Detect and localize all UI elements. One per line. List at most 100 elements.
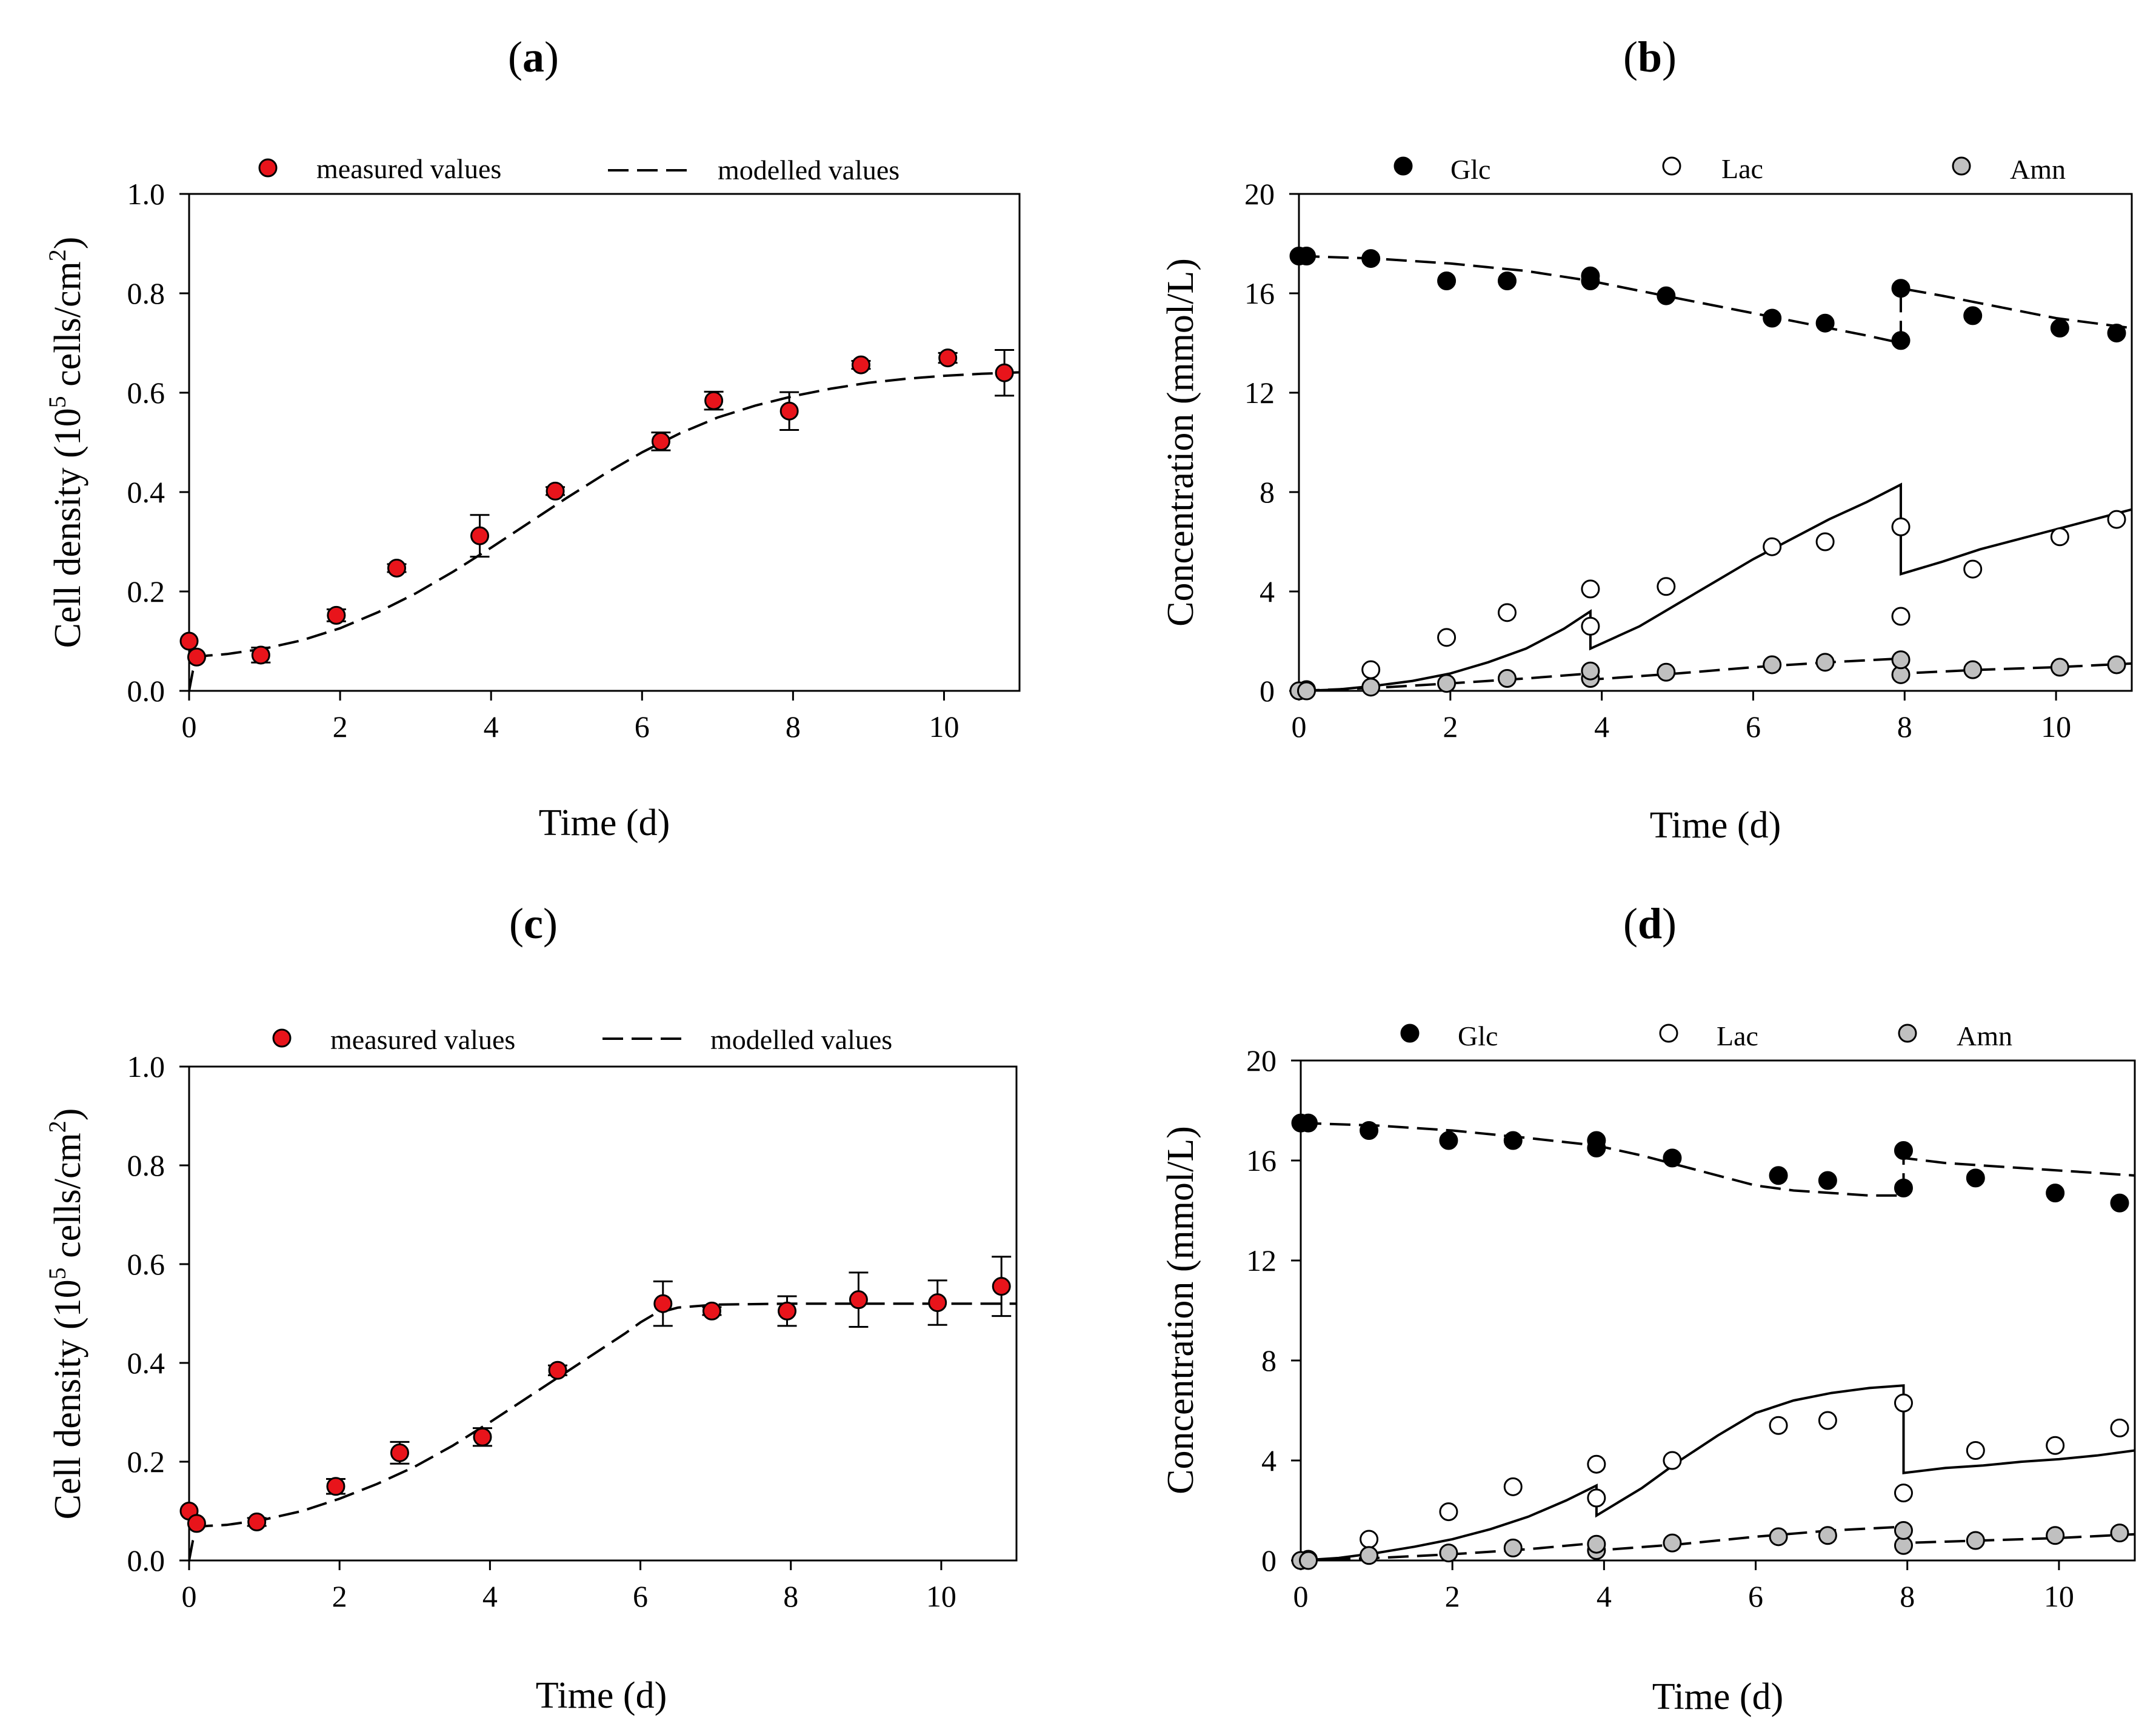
glc-point [1503,1131,1523,1150]
glc-model-line [1301,1122,2135,1197]
y-tick-label: 16 [1246,1144,1277,1177]
lac-point [1360,1530,1379,1549]
chart-d-plot-frame [1300,1059,2136,1562]
x-tick-label: 2 [332,1579,347,1613]
legend-lac-label: Lac [1721,153,1763,184]
amn-point [1360,1546,1379,1565]
lac-point [2107,510,2126,529]
lac-point [1498,603,1517,622]
chart-d-x-axis-title: Time (d) [1652,1676,1783,1717]
x-tick-label: 6 [1748,1579,1763,1613]
lac-point [1966,1441,1985,1460]
glc-point [1763,308,1782,328]
lac-model-line [1301,1384,2135,1560]
amn-point [1966,1531,1985,1550]
y-tick-label: 0.0 [127,674,165,708]
x-tick-label: 0 [1292,710,1307,744]
measured-values-point [704,391,724,410]
amn-point [1963,660,1983,679]
y-tick-label: 0.8 [127,1148,165,1182]
x-tick-label: 10 [2041,710,2071,744]
measured-values-point [546,481,565,501]
x-tick-label: 10 [929,710,959,744]
glc-point [1818,1171,1837,1190]
amn-model-line [1299,657,2132,691]
x-tick-label: 8 [783,1579,798,1613]
y-tick-label: 8 [1261,1344,1277,1377]
legend-measured-marker [272,1028,292,1048]
chart-c-plot-frame [188,1065,1018,1562]
measured-values-point [187,647,206,667]
legend-measured-marker [258,158,278,178]
measured-values-point [992,1277,1011,1296]
legend-amn-marker [1898,1024,1917,1043]
x-tick-label: 6 [633,1579,648,1613]
amn-point [1587,1534,1606,1554]
x-tick-label: 10 [926,1579,956,1613]
lac-point [1439,1502,1458,1522]
x-tick-label: 2 [333,710,348,744]
y-tick-label: 0 [1261,1544,1277,1577]
glc-point [2050,318,2069,338]
legend-glc-marker [1393,156,1413,176]
glc-point [1891,279,1911,298]
glc-point [1361,249,1381,268]
amn-point [1891,650,1911,670]
chart-d: 0 2 4 6 8 10 0 4 8 12 16 20 Time (d) Concentration … [1160,1021,2136,1717]
chart-a-series [179,348,1020,691]
y-tick-label: 16 [1244,276,1275,310]
x-tick-label: 4 [482,1579,498,1613]
chart-d-series [1291,1113,2135,1570]
y-tick-label: 0.0 [127,1544,165,1577]
panel-label-d: (d) [1623,899,1677,948]
glc-point [1815,313,1835,333]
lac-point [1361,660,1381,679]
legend-lac-marker [1662,156,1681,176]
chart-c-ticks: 0 2 4 6 8 10 0.0 0.2 0.4 0.6 0.8 1.0 [127,1050,956,1613]
x-tick-label: 0 [1293,1579,1309,1613]
measured-values-point [778,1301,797,1320]
legend-modelled-label: modelled values [710,1024,892,1055]
measured-values-point [473,1427,492,1447]
chart-c-legend: measured values modelled values [272,1024,892,1055]
legend-amn-marker [1952,156,1971,176]
legend-measured-label: measured values [316,153,501,184]
lac-point [1587,1454,1606,1474]
lac-point [1587,1488,1606,1508]
chart-d-y-axis-title: Concentration (mmol/L) [1160,1126,1201,1494]
lac-point [1891,607,1911,626]
y-tick-label: 0.6 [127,1247,165,1281]
amn-point [1361,678,1381,697]
measured-values-point [653,1294,673,1313]
lac-point [1763,537,1782,556]
y-tick-label: 12 [1244,376,1275,410]
measured-values-point [179,631,199,651]
amn-point [1503,1538,1523,1557]
x-tick-label: 10 [2044,1579,2074,1613]
y-tick-label: 0.4 [127,1346,165,1380]
chart-c-series [179,1256,1016,1560]
glc-point [1663,1148,1682,1168]
glc-point [1891,331,1911,350]
modelled-values-line [189,1302,1016,1560]
measured-values-point [651,431,670,451]
lac-point [1894,1484,1913,1503]
chart-a-plot-frame [188,193,1021,692]
measured-values-point [247,1512,267,1531]
lac-point [1503,1477,1523,1496]
glc-point [1966,1168,1985,1188]
glc-point [1657,286,1676,305]
chart-c-y-axis-title: Cell density (105 cells/cm2) [44,1108,88,1520]
lac-model-line [1299,482,2132,691]
chart-d-legend: Glc Lac Amn [1400,1021,2012,1051]
amn-point [1894,1521,1913,1540]
chart-c-x-axis-title: Time (d) [536,1675,667,1716]
modelled-values-line [189,371,1020,691]
y-tick-label: 4 [1260,574,1275,608]
legend-glc-marker [1400,1024,1420,1043]
glc-point [2107,324,2126,343]
legend-glc-label: Glc [1450,154,1490,185]
lac-point [1894,1393,1913,1413]
amn-point [1769,1527,1788,1547]
